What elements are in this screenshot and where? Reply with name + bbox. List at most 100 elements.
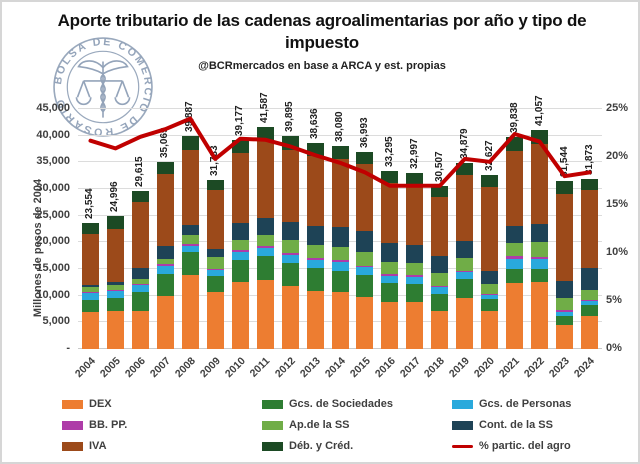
bar-segment-cont-de-la-ss-2014 bbox=[331, 227, 349, 248]
bar-segment-iva-2022 bbox=[531, 144, 549, 225]
bar-segment-cont-de-la-ss-2009 bbox=[206, 249, 224, 258]
bar-segment-ap-de-la-ss-2014 bbox=[331, 247, 349, 261]
x-label-2016: 2016 bbox=[372, 355, 398, 381]
bar-segment-dex-2017 bbox=[406, 302, 424, 349]
bar-segment-gcs-de-sociedades-2006 bbox=[131, 292, 149, 311]
legend-item-ap-de-la-ss: Ap.de la SS bbox=[262, 419, 452, 431]
x-label-2011: 2011 bbox=[248, 355, 273, 380]
bar-segment-ap-de-la-ss-2011 bbox=[256, 235, 274, 247]
legend-label: Déb. y Créd. bbox=[289, 440, 354, 452]
bar-segment-gcs-de-sociedades-2023 bbox=[556, 316, 574, 325]
bar-segment-cont-de-la-ss-2006 bbox=[131, 267, 149, 280]
legend-swatch-box bbox=[452, 399, 473, 409]
bar-segment-gcs-de-sociedades-2020 bbox=[481, 299, 499, 312]
bar-segment-gcs-de-sociedades-2004 bbox=[81, 299, 99, 312]
x-label-2019: 2019 bbox=[447, 355, 473, 381]
bar-segment-gcs-de-sociedades-2019 bbox=[456, 279, 474, 299]
right-tick-15%: 15% bbox=[606, 198, 629, 210]
bar-segment-gcs-de-personas-2014 bbox=[331, 262, 349, 271]
right-tick-5%: 5% bbox=[606, 294, 622, 306]
bar-segment-dex-2009 bbox=[206, 291, 224, 349]
legend-item-iva: IVA bbox=[62, 440, 262, 452]
bar-segment-gcs-de-personas-2006 bbox=[131, 285, 149, 293]
caduceus-scales-icon bbox=[75, 60, 131, 118]
bar-segment-iva-2012 bbox=[281, 149, 299, 222]
bar-segment-gcs-de-personas-2009 bbox=[206, 270, 224, 277]
bar-segment-bb-pp--2012 bbox=[281, 252, 299, 255]
bar-segment-dex-2013 bbox=[306, 290, 324, 349]
bar-segment-dex-2006 bbox=[131, 310, 149, 349]
bar-segment-dex-2007 bbox=[156, 295, 174, 349]
bar-segment-bb-pp--2008 bbox=[181, 243, 199, 246]
bar-segment-bb-pp--2006 bbox=[131, 284, 149, 286]
bar-segment-bb-pp--2016 bbox=[381, 274, 399, 276]
right-tick-10%: 10% bbox=[606, 246, 629, 258]
bar-segment-gcs-de-sociedades-2015 bbox=[356, 275, 374, 297]
bar-segment-iva-2009 bbox=[206, 190, 224, 249]
bar-segment-iva-2019 bbox=[456, 174, 474, 242]
bar-segment-gcs-de-personas-2015 bbox=[356, 267, 374, 276]
bar-segment-gcs-de-personas-2021 bbox=[506, 259, 524, 270]
x-label-2021: 2021 bbox=[497, 355, 523, 381]
bar-segment-ap-de-la-ss-2019 bbox=[456, 258, 474, 271]
bar-segment-gcs-de-personas-2004 bbox=[81, 292, 99, 300]
legend-item--partic-del-agro: % partic. del agro bbox=[452, 440, 638, 452]
bar-segment-gcs-de-sociedades-2009 bbox=[206, 276, 224, 292]
bar-segment-gcs-de-sociedades-2016 bbox=[381, 282, 399, 302]
bar-segment-dex-2008 bbox=[181, 275, 199, 349]
bar-segment-ap-de-la-ss-2009 bbox=[206, 257, 224, 270]
bar-segment-dex-2004 bbox=[81, 311, 99, 349]
x-label-2005: 2005 bbox=[97, 355, 123, 381]
bar-segment-déb-y-créd--2004 bbox=[81, 223, 99, 235]
bar-segment-déb-y-créd--2006 bbox=[131, 191, 149, 203]
x-label-2017: 2017 bbox=[397, 355, 423, 381]
legend-label: DEX bbox=[89, 398, 112, 410]
bar-segment-bb-pp--2005 bbox=[106, 289, 124, 291]
gridline-40000 bbox=[78, 134, 602, 136]
bar-segment-déb-y-créd--2005 bbox=[106, 215, 124, 229]
legend: DEX Gcs. de Sociedades Gcs. de Personas BB.… bbox=[62, 398, 638, 452]
legend-item-déb-y-créd-: Déb. y Créd. bbox=[262, 440, 452, 452]
x-label-2009: 2009 bbox=[197, 355, 223, 381]
bar-segment-déb-y-créd--2008 bbox=[181, 136, 199, 150]
left-tick-35,000: 35,000 bbox=[36, 155, 70, 168]
bar-segment-gcs-de-personas-2020 bbox=[481, 295, 499, 300]
bar-segment-cont-de-la-ss-2023 bbox=[556, 280, 574, 298]
bar-segment-iva-2020 bbox=[481, 187, 499, 272]
legend-label: Gcs. de Personas bbox=[479, 398, 572, 410]
bar-segment-ap-de-la-ss-2017 bbox=[406, 262, 424, 276]
bar-segment-dex-2021 bbox=[506, 282, 524, 349]
x-label-2008: 2008 bbox=[172, 355, 198, 381]
bar-segment-cont-de-la-ss-2008 bbox=[181, 225, 199, 236]
bar-segment-bb-pp--2004 bbox=[81, 291, 99, 293]
bar-segment-iva-2014 bbox=[331, 158, 349, 228]
left-tick-40,000: 40,000 bbox=[36, 128, 70, 141]
bar-segment-gcs-de-sociedades-2018 bbox=[431, 293, 449, 311]
bar-segment-déb-y-créd--2020 bbox=[481, 175, 499, 188]
bar-segment-déb-y-créd--2024 bbox=[581, 179, 599, 190]
bar-segment-bb-pp--2017 bbox=[406, 275, 424, 277]
legend-label: Gcs. de Sociedades bbox=[289, 398, 393, 410]
legend-swatch-box bbox=[62, 420, 83, 430]
bar-segment-gcs-de-personas-2023 bbox=[556, 312, 574, 317]
bar-segment-iva-2024 bbox=[581, 189, 599, 269]
bar-segment-gcs-de-sociedades-2011 bbox=[256, 255, 274, 280]
bar-segment-dex-2023 bbox=[556, 324, 574, 349]
bar-segment-gcs-de-personas-2008 bbox=[181, 245, 199, 252]
x-label-2020: 2020 bbox=[472, 355, 498, 381]
legend-item-cont-de-la-ss: Cont. de la SS bbox=[452, 419, 638, 431]
x-label-2006: 2006 bbox=[122, 355, 148, 381]
bar-segment-iva-2016 bbox=[381, 182, 399, 244]
bar-segment-gcs-de-personas-2012 bbox=[281, 254, 299, 264]
bar-segment-gcs-de-personas-2013 bbox=[306, 259, 324, 269]
bar-segment-ap-de-la-ss-2010 bbox=[231, 240, 249, 251]
bar-segment-cont-de-la-ss-2007 bbox=[156, 246, 174, 260]
bar-segment-bb-pp--2021 bbox=[506, 256, 524, 260]
participation-line-layer bbox=[88, 116, 592, 188]
bar-segment-dex-2005 bbox=[106, 310, 124, 349]
bar-segment-ap-de-la-ss-2024 bbox=[581, 290, 599, 301]
bar-segment-dex-2024 bbox=[581, 316, 599, 349]
bar-segment-iva-2008 bbox=[181, 149, 199, 226]
bar-segment-gcs-de-personas-2017 bbox=[406, 277, 424, 284]
legend-swatch-box bbox=[62, 399, 83, 409]
